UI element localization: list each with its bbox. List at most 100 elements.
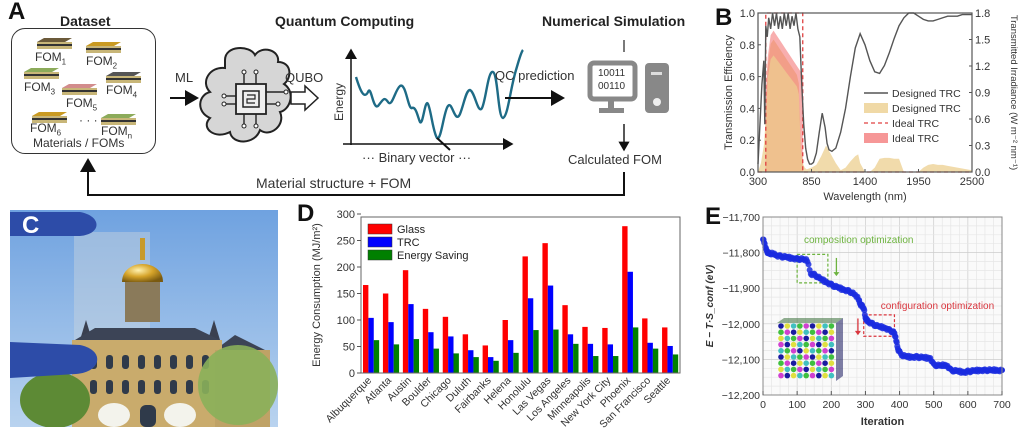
atom [778,335,784,342]
blossom-tree-left [98,403,130,427]
minimum-pointer [436,137,451,151]
bar-energy-saving [433,348,439,373]
tree-left [20,372,90,427]
atom [784,335,791,342]
panel-letter-e: E [705,203,722,230]
bar-trc [587,343,594,373]
energy-landscape-curve [354,49,524,140]
atom [803,372,809,379]
material-slab-4 [106,72,141,83]
x-tick-label: 0 [760,399,766,411]
bar-trc [647,342,653,373]
atom [809,329,816,335]
x-tick-label: 600 [959,399,977,411]
bar-glass [402,270,409,373]
bar-glass [362,285,369,373]
atom [803,323,809,329]
material-slab-n [101,114,136,125]
annotation-box [796,253,829,284]
data-point [861,307,868,314]
calculated-fom-label: Calculated FOM [568,152,662,167]
y-tick-label: −12,100 [722,354,760,366]
chart-e-optimization: composition optimization configuration op… [705,212,1011,428]
atom [784,360,791,366]
y-tick-label: 0.6 [740,72,755,84]
server-tower-icon [645,63,669,113]
bar-trc [607,344,614,373]
y-tick-label: 0.4 [740,103,755,115]
y-axis-label: Energy Consumption (MJ/m²) [311,223,323,367]
panel-letter-c: C [22,212,40,239]
legend-label: Energy Saving [397,250,469,262]
bar-energy-saving [373,340,380,373]
atom [797,366,803,373]
chart-b-transmission: 300 850 1400 1950 25000.00.20.40.60.81.00.00… [723,8,1019,203]
x-tick-label: 400 [891,399,909,411]
material-slab-1 [37,38,72,49]
gloved-finger-bottom [10,342,98,378]
atom [822,335,828,342]
y2-tick-label: 0.9 [975,88,990,100]
bar-trc [667,345,673,373]
y-axis-label: E − T·S_conf (eV) [705,264,716,347]
tree-right [198,345,278,425]
x-tick-label: 300 [857,399,875,411]
atom [809,341,816,348]
atom [828,354,835,360]
bar-glass [662,327,668,373]
legend-swatch [367,236,393,248]
series-designed-trc-irradiance-inner [765,55,803,172]
panel-letter-a: A [8,0,26,25]
legend-swatch-designed-area [864,103,888,113]
binary-code-line-1: 10011 [598,68,626,79]
cube-top-face [777,318,843,323]
bar-glass [642,318,648,373]
qc-prediction-label: QC prediction [495,68,575,83]
plot-frame [762,216,1003,396]
material-slab-5 [62,84,97,95]
legend-label: Glass [397,224,426,236]
atom [816,372,822,379]
y-tick-label: 300 [337,209,355,221]
material-slab-6 [32,112,67,123]
fom-label-2: FOM2 [86,54,118,71]
quantum-computing-title: Quantum Computing [275,13,415,29]
legend-label: Designed TRC [892,88,961,100]
atom [816,354,822,360]
fom-label-5: FOM5 [66,96,98,113]
atom [803,354,809,360]
atom [797,354,803,360]
bar-trc [368,317,374,373]
atom [809,366,816,373]
y2-axis-label: Transmitted Irradiance (W m⁻² nm⁻¹) [1008,15,1019,170]
y-tick-label: 200 [337,262,355,274]
atom [778,372,784,379]
qubo-arrow [290,84,320,112]
atom [816,341,822,348]
bar-energy-saving [393,344,400,373]
atom [790,348,797,354]
atom [822,329,828,335]
atom [790,372,797,379]
y-tick-label: 100 [337,315,355,327]
atom [809,335,816,342]
atom [784,341,791,348]
feedback-label: Material structure + FOM [256,175,412,191]
binary-vector-label: ··· Binary vector ··· [362,150,472,165]
bar-energy-saving [613,356,619,373]
bar-energy-saving [573,343,579,373]
bar-trc [388,322,394,373]
bar-energy-saving [652,348,659,373]
atom [828,372,835,379]
bar-energy-saving [672,354,679,373]
atom [822,341,828,348]
atom [797,372,803,379]
bar-trc [567,334,574,373]
material-slab-3 [24,68,59,79]
computer-icon [587,40,638,113]
bar-energy-saving [593,356,599,373]
bar-energy-saving [533,330,539,373]
atom [778,366,784,373]
bar-glass [622,226,628,373]
atom [816,360,822,366]
